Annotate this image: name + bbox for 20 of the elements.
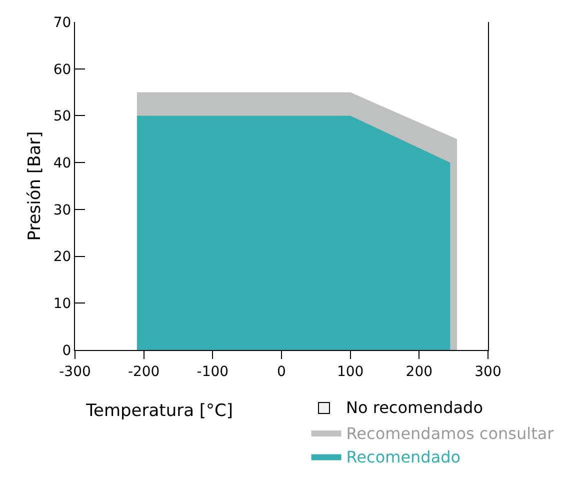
legend-label: Recomendamos consultar <box>346 424 554 443</box>
legend-label: Recomendado <box>346 448 461 467</box>
x-tick-label: 300 <box>474 364 502 380</box>
y-tick-label: 30 <box>53 202 72 218</box>
y-tick-label: 20 <box>53 249 72 266</box>
x-tick-label: 100 <box>336 364 364 380</box>
x-tick-label: 0 <box>277 364 286 380</box>
y-tick-label: 50 <box>53 108 72 125</box>
y-tick-label: 10 <box>53 296 72 312</box>
y-axis-title: Presión [Bar] <box>24 131 45 241</box>
x-axis-title: Temperatura [°C] <box>85 401 234 421</box>
y-tick-label: 0 <box>62 342 72 359</box>
y-tick-label: 40 <box>53 155 72 172</box>
y-tick-label: 60 <box>53 62 72 78</box>
x-tick-label: -200 <box>128 364 160 380</box>
x-tick-label: -300 <box>59 364 91 380</box>
text: No recomendado <box>346 398 483 417</box>
y-tick-label: 70 <box>53 14 72 31</box>
x-tick-label: -100 <box>196 364 229 380</box>
x-tick-label: 200 <box>406 364 433 380</box>
